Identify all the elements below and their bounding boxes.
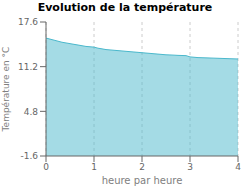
svg-text:4.8: 4.8	[24, 107, 39, 117]
svg-text:11.2: 11.2	[18, 62, 38, 72]
svg-text:-1.6: -1.6	[20, 151, 38, 161]
svg-text:heure par heure: heure par heure	[102, 175, 183, 186]
svg-text:2: 2	[139, 162, 145, 172]
svg-text:4: 4	[235, 162, 241, 172]
svg-text:3: 3	[187, 162, 193, 172]
svg-text:0: 0	[43, 162, 49, 172]
svg-text:1: 1	[91, 162, 97, 172]
svg-text:17.6: 17.6	[18, 17, 38, 27]
html-text:Evolution de la température: Evolution de la température	[37, 1, 213, 14]
svg-text:Température en °C: Température en °C	[8, 47, 11, 133]
